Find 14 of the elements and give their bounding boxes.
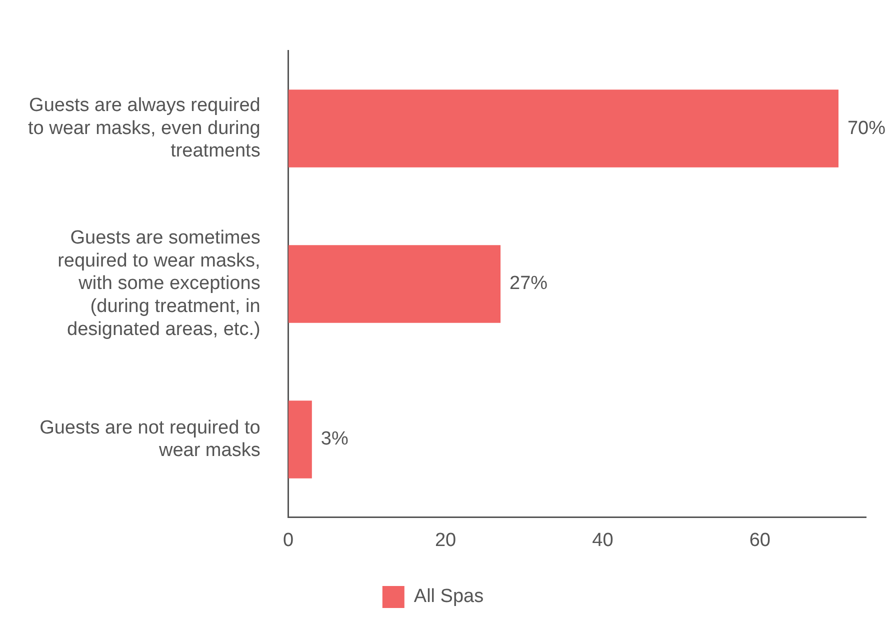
x-tick-label: 60 xyxy=(749,530,770,551)
x-tick-label: 20 xyxy=(434,530,456,551)
bar xyxy=(288,245,501,323)
y-tick-label: Guests are not required to wear masks xyxy=(40,417,260,462)
legend-label: All Spas xyxy=(414,586,484,608)
x-tick-label: 0 xyxy=(283,530,294,551)
bar xyxy=(288,90,838,168)
y-tick-label: Guests are always required to wear masks, even during treatments xyxy=(28,94,260,162)
data-label: 3% xyxy=(320,428,348,450)
bar xyxy=(288,400,312,478)
x-tick-label: 40 xyxy=(592,530,614,551)
data-label: 70% xyxy=(847,118,886,139)
data-label: 27% xyxy=(510,273,548,294)
y-tick-label: Guests are sometimes required to wear masks, with some exceptions (during treatment, in designated areas, etc.) xyxy=(58,228,260,340)
